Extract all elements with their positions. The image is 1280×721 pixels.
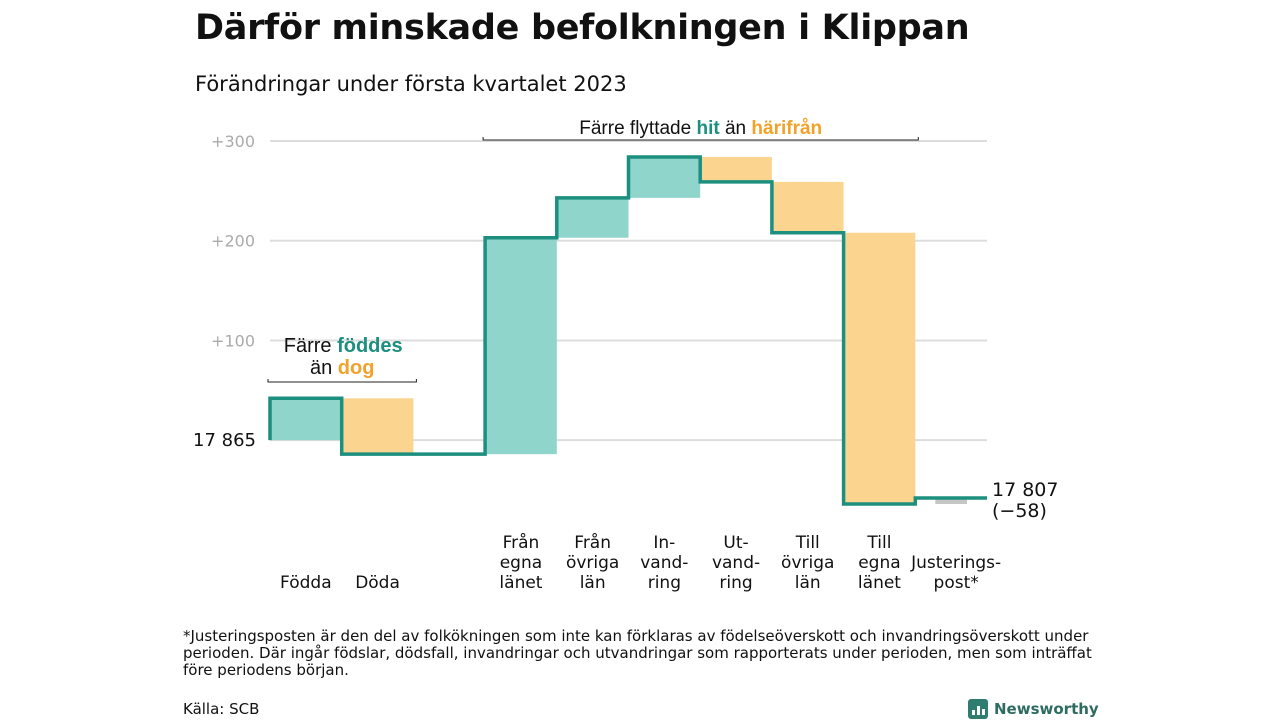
chart-subtitle: Förändringar under första kvartalet 2023: [195, 72, 627, 96]
category-label: Från egna länet: [499, 532, 542, 593]
category-label: Från övriga län: [566, 532, 619, 593]
source-note: Källa: SCB: [183, 700, 260, 718]
brand-name: Newsworthy: [994, 700, 1099, 718]
category-label: Ut-vand-ring: [712, 533, 760, 593]
chart-title: Därför minskade befolkningen i Klippan: [195, 8, 970, 48]
bar-chart-icon: [968, 699, 988, 719]
waterfall-bar: [935, 498, 967, 505]
category-label: Till övriga län: [781, 533, 834, 593]
waterfall-bar: [628, 156, 701, 198]
brand-logo: Newsworthy: [968, 697, 1099, 721]
category-label: Justerings-post*: [910, 553, 1001, 593]
category-label: In-vand-ring: [640, 533, 688, 593]
category-label: Till egna länet: [858, 533, 901, 593]
waterfall-bar: [341, 398, 414, 455]
annotation-births-deaths-line1: Färre föddes: [284, 335, 403, 357]
category-label: Döda: [355, 573, 400, 593]
waterfall-bar: [700, 156, 772, 182]
y-tick-label: +200: [211, 232, 255, 251]
waterfall-bar: [485, 237, 557, 455]
end-value-label: 17 807: [992, 479, 1058, 501]
annotation-births-deaths-line2: än dog: [310, 357, 374, 379]
baseline-label: 17 865: [193, 430, 256, 451]
annotation-migration: Färre flyttade hit än härifrån: [579, 118, 822, 139]
end-change-label: (−58): [992, 500, 1047, 522]
waterfall-bar: [843, 232, 916, 505]
waterfall-bar: [556, 197, 629, 238]
footnote: *Justeringsposten är den del av folkökni…: [183, 627, 1092, 679]
waterfall-bar: [771, 181, 844, 233]
waterfall-bar: [270, 398, 342, 441]
y-tick-label: +100: [211, 331, 255, 350]
cumulative-step-line: [268, 155, 987, 506]
annotation-bracket: [482, 137, 919, 141]
annotation-bracket: [267, 379, 417, 383]
y-tick-label: +300: [211, 132, 255, 151]
category-label: Födda: [280, 573, 332, 593]
